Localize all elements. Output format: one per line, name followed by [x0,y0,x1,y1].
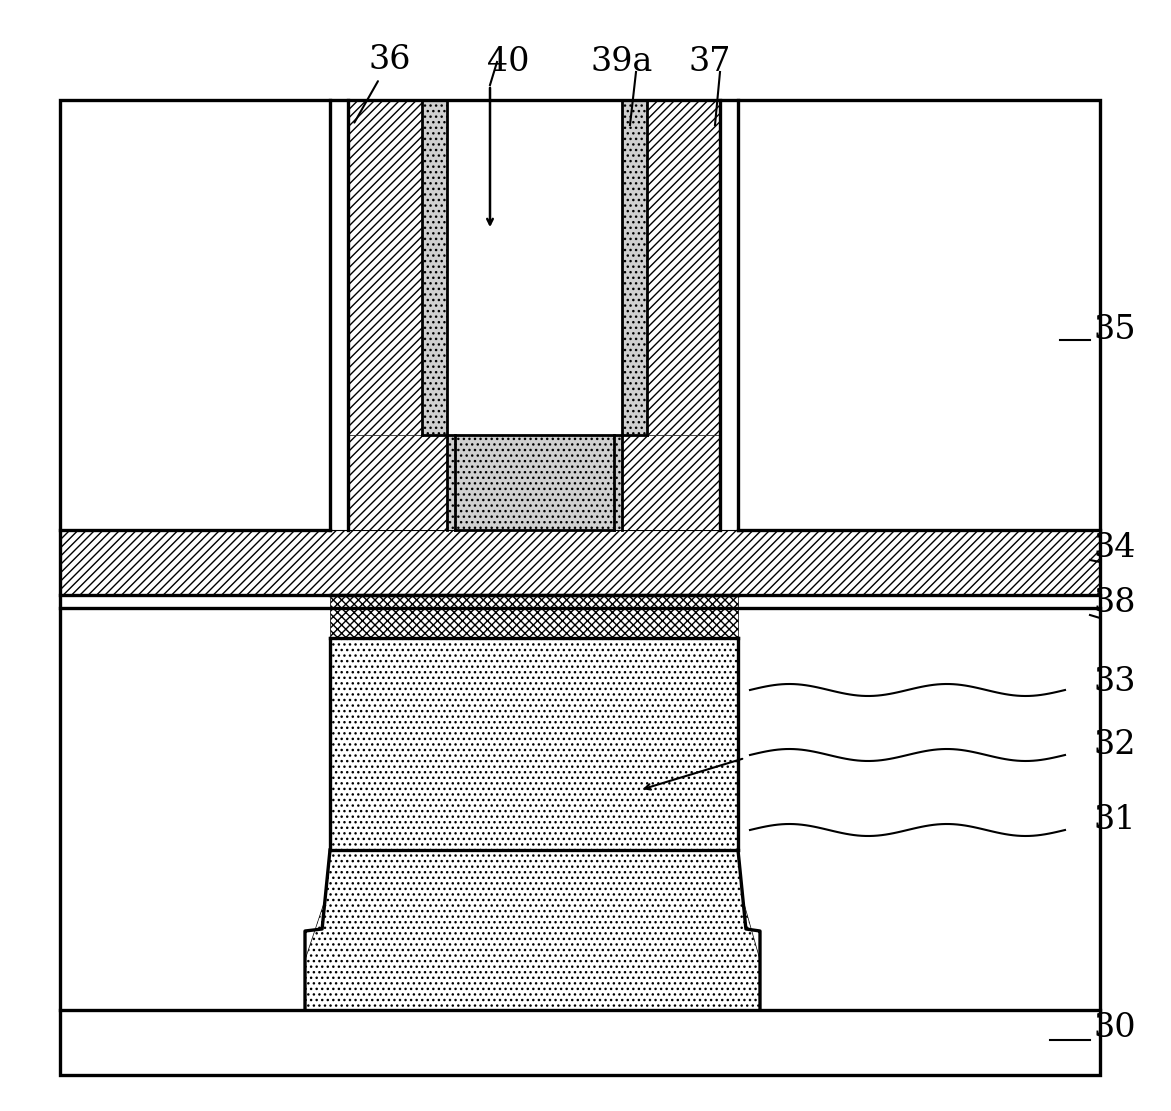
Bar [348,436,456,530]
Text: 36: 36 [355,44,411,122]
Bar [330,595,738,638]
Bar [60,100,1100,1075]
Bar [330,595,738,638]
Bar [447,100,622,436]
Text: 39a: 39a [591,46,653,78]
Text: 34: 34 [1093,532,1136,564]
Bar [348,100,422,436]
Bar [60,530,1100,595]
Bar [348,100,422,436]
Bar [60,100,1100,1075]
Bar [622,100,648,436]
Bar [348,436,456,530]
Bar [60,1010,1100,1075]
Bar [330,638,738,850]
Text: 31: 31 [1093,804,1136,835]
Bar [422,100,447,436]
Bar [330,638,738,850]
Text: 37: 37 [689,46,731,78]
Polygon shape [304,850,760,1010]
Bar [648,100,720,436]
Bar [614,436,720,530]
Bar [60,530,1100,595]
Bar [648,100,720,436]
Text: 40: 40 [487,46,529,78]
Bar [447,436,622,530]
Bar [614,436,720,530]
Bar [60,608,1100,1010]
Bar [447,436,622,530]
Text: 33: 33 [1093,665,1136,698]
Bar [738,100,1100,530]
Bar [60,100,330,530]
Text: 35: 35 [1093,314,1136,346]
Text: 30: 30 [1093,1012,1136,1044]
Text: 32: 32 [1093,729,1136,761]
Text: 38: 38 [1093,587,1136,619]
